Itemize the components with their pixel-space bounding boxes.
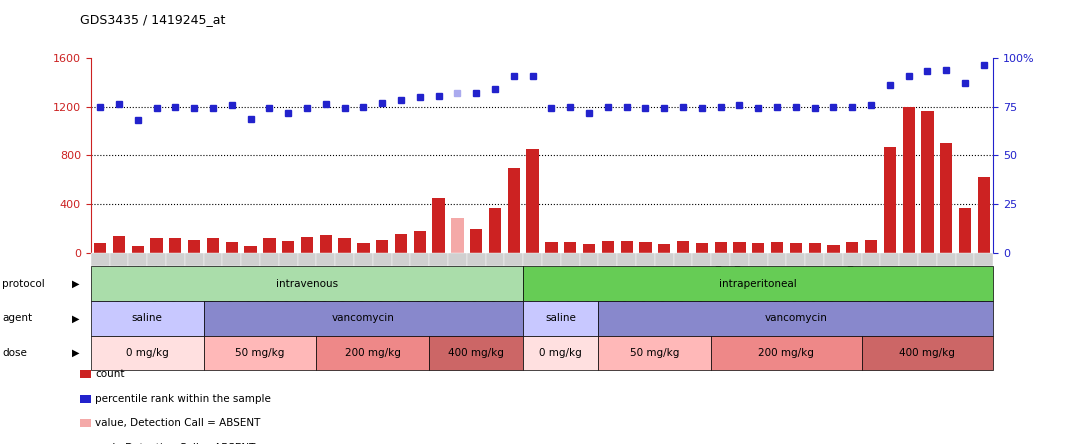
- Bar: [225, 242, 238, 253]
- Bar: [131, 246, 144, 253]
- Bar: [94, 243, 107, 253]
- Bar: [113, 236, 125, 253]
- Bar: [677, 241, 689, 253]
- Text: ▶: ▶: [72, 348, 79, 358]
- Bar: [977, 178, 990, 253]
- Bar: [452, 218, 464, 253]
- Text: ▶: ▶: [72, 313, 79, 323]
- Text: protocol: protocol: [2, 279, 45, 289]
- Bar: [470, 229, 483, 253]
- Bar: [883, 147, 896, 253]
- Text: saline: saline: [131, 313, 162, 323]
- Text: 400 mg/kg: 400 mg/kg: [449, 348, 504, 358]
- Bar: [527, 149, 538, 253]
- Bar: [789, 243, 802, 253]
- Bar: [846, 242, 859, 253]
- Bar: [358, 243, 370, 253]
- Bar: [808, 243, 820, 253]
- Bar: [207, 238, 219, 253]
- Text: ▶: ▶: [72, 279, 79, 289]
- Text: intraperitoneal: intraperitoneal: [720, 279, 797, 289]
- Bar: [621, 241, 632, 253]
- Text: 0 mg/kg: 0 mg/kg: [126, 348, 169, 358]
- Bar: [339, 238, 350, 253]
- Bar: [433, 198, 444, 253]
- Bar: [319, 235, 332, 253]
- Text: GDS3435 / 1419245_at: GDS3435 / 1419245_at: [80, 13, 225, 26]
- Bar: [489, 208, 501, 253]
- Bar: [564, 242, 577, 253]
- Bar: [282, 241, 295, 253]
- Bar: [865, 240, 877, 253]
- Bar: [188, 240, 201, 253]
- Bar: [546, 242, 557, 253]
- Bar: [828, 245, 839, 253]
- Text: value, Detection Call = ABSENT: value, Detection Call = ABSENT: [95, 418, 261, 428]
- Bar: [640, 242, 651, 253]
- Text: 50 mg/kg: 50 mg/kg: [235, 348, 285, 358]
- Text: 400 mg/kg: 400 mg/kg: [899, 348, 956, 358]
- Bar: [902, 107, 915, 253]
- Text: intravenous: intravenous: [276, 279, 339, 289]
- Bar: [507, 168, 520, 253]
- Text: 200 mg/kg: 200 mg/kg: [758, 348, 815, 358]
- Bar: [245, 246, 256, 253]
- Text: 200 mg/kg: 200 mg/kg: [345, 348, 400, 358]
- Text: rank, Detection Call = ABSENT: rank, Detection Call = ABSENT: [95, 443, 255, 444]
- Bar: [734, 242, 745, 253]
- Bar: [752, 243, 765, 253]
- Bar: [959, 208, 971, 253]
- Text: agent: agent: [2, 313, 32, 323]
- Bar: [658, 244, 671, 253]
- Text: vancomycin: vancomycin: [332, 313, 395, 323]
- Bar: [940, 143, 953, 253]
- Text: vancomycin: vancomycin: [765, 313, 828, 323]
- Bar: [376, 240, 389, 253]
- Bar: [695, 243, 708, 253]
- Bar: [601, 241, 614, 253]
- Bar: [395, 234, 407, 253]
- Bar: [169, 238, 182, 253]
- Bar: [922, 111, 933, 253]
- Bar: [413, 231, 426, 253]
- Text: 50 mg/kg: 50 mg/kg: [630, 348, 679, 358]
- Text: count: count: [95, 369, 125, 379]
- Bar: [583, 244, 595, 253]
- Bar: [301, 237, 313, 253]
- Bar: [264, 238, 276, 253]
- Text: 0 mg/kg: 0 mg/kg: [539, 348, 582, 358]
- Bar: [771, 242, 783, 253]
- Bar: [151, 238, 162, 253]
- Bar: [714, 242, 726, 253]
- Text: dose: dose: [2, 348, 27, 358]
- Text: percentile rank within the sample: percentile rank within the sample: [95, 394, 271, 404]
- Text: saline: saline: [546, 313, 577, 323]
